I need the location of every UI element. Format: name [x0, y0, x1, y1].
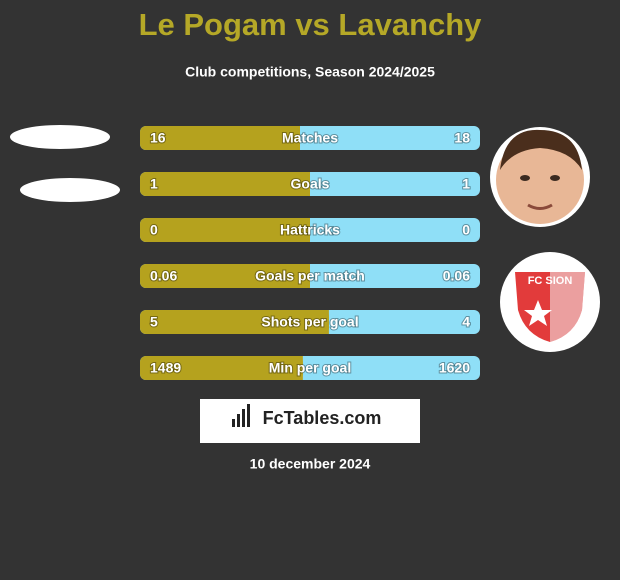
stat-label: Goals: [291, 176, 330, 192]
title: Le Pogam vs Lavanchy: [139, 7, 483, 42]
placeholder-oval: [10, 125, 110, 149]
right-value: 1: [462, 176, 470, 192]
left-value: 5: [150, 314, 158, 330]
left-value: 1: [150, 176, 158, 192]
bar-left: [140, 264, 310, 288]
stat-label: Shots per goal: [261, 314, 358, 330]
badge-text: FC SION: [528, 275, 573, 287]
stat-label: Hattricks: [280, 222, 340, 238]
club-badge: FC SION: [500, 252, 600, 352]
left-value: 16: [150, 130, 166, 146]
brand-box: [200, 399, 420, 443]
bar-left: [140, 356, 303, 380]
placeholder-oval: [20, 178, 120, 202]
stat-label: Matches: [282, 130, 338, 146]
right-value: 0.06: [443, 268, 470, 284]
right-value: 18: [454, 130, 470, 146]
date: 10 december 2024: [250, 456, 371, 472]
bar-left: [140, 310, 329, 334]
bar-left-edge: [304, 264, 310, 288]
bar-left: [140, 172, 310, 196]
right-value: 1620: [439, 360, 470, 376]
right-value: 0: [462, 222, 470, 238]
left-value: 1489: [150, 360, 181, 376]
brand-name: FcTables.com: [263, 408, 382, 428]
left-value: 0.06: [150, 268, 177, 284]
bar-left-edge: [322, 310, 329, 334]
right-value: 4: [462, 314, 470, 330]
bar-left-edge: [296, 356, 303, 380]
brand-icon: [232, 404, 250, 427]
stat-label: Goals per match: [255, 268, 365, 284]
bar-left: [140, 218, 310, 242]
left-value: 0: [150, 222, 158, 238]
player-photo: [490, 127, 590, 227]
bar-left-edge: [294, 126, 300, 150]
stat-rows: Matches 16 18 Goals 1 1 Hattricks 0 0 Goals per m…: [140, 126, 480, 380]
stat-label: Min per goal: [269, 360, 351, 376]
subtitle: Club competitions, Season 2024/2025: [185, 64, 435, 80]
bar-left: [140, 126, 300, 150]
bar-left-edge: [304, 218, 310, 242]
bar-left-edge: [304, 172, 310, 196]
